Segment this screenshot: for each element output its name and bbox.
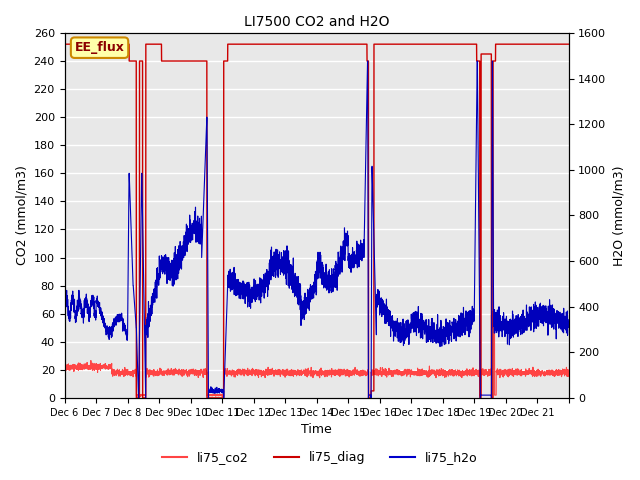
Legend: li75_co2, li75_diag, li75_h2o: li75_co2, li75_diag, li75_h2o: [157, 446, 483, 469]
Title: LI7500 CO2 and H2O: LI7500 CO2 and H2O: [244, 15, 389, 29]
Y-axis label: CO2 (mmol/m3): CO2 (mmol/m3): [15, 166, 28, 265]
Y-axis label: H2O (mmol/m3): H2O (mmol/m3): [612, 165, 625, 266]
Text: EE_flux: EE_flux: [75, 41, 125, 54]
X-axis label: Time: Time: [301, 423, 332, 436]
